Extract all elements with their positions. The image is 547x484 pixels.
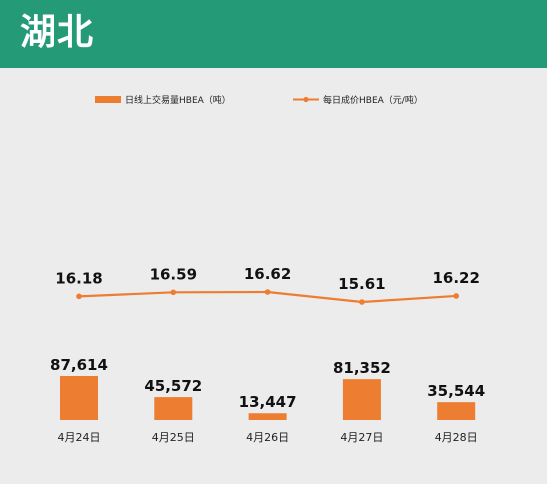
- bar: [60, 376, 98, 420]
- bar: [154, 397, 193, 420]
- bar-data-label: 81,352: [333, 359, 391, 377]
- bar-data-label: 45,572: [144, 377, 202, 395]
- combo-chart: 日线上交易量HBEA（吨） 每日成价HBEA（元/吨） 87,614 45,572…: [50, 94, 485, 444]
- header-bar: 湖北: [0, 0, 547, 68]
- line-point: [264, 289, 271, 295]
- x-tick-label: 4月24日: [58, 431, 101, 444]
- bar-data-label: 87,614: [50, 356, 108, 374]
- legend-swatch-price-marker: [303, 96, 309, 103]
- x-tick-label: 4月26日: [246, 431, 289, 444]
- line-data-label: 16.62: [244, 265, 291, 283]
- bar-data-label: 13,447: [239, 393, 297, 411]
- page-title: 湖北: [20, 12, 95, 53]
- bar: [248, 413, 287, 420]
- bar: [342, 379, 381, 420]
- legend-swatch-volume: [95, 96, 121, 103]
- legend-label-volume: 日线上交易量HBEA（吨）: [125, 94, 231, 106]
- x-tick-label: 4月25日: [152, 431, 195, 444]
- line-data-label: 15.61: [338, 275, 385, 293]
- line-point: [170, 289, 177, 296]
- chart-area: 日线上交易量HBEA（吨） 每日成价HBEA（元/吨） 87,614 45,572…: [0, 68, 547, 484]
- line-point: [76, 293, 82, 300]
- line-data-label: 16.22: [432, 269, 479, 287]
- line-point: [453, 293, 460, 299]
- legend: 日线上交易量HBEA（吨） 每日成价HBEA（元/吨）: [95, 94, 423, 106]
- line-data-label: 16.59: [150, 265, 197, 283]
- bar: [437, 402, 476, 420]
- line-point: [359, 299, 365, 305]
- legend-item-volume: 日线上交易量HBEA（吨）: [95, 94, 231, 106]
- x-tick-label: 4月28日: [435, 431, 478, 444]
- x-axis-tick-labels: 4月24日 4月25日 4月26日 4月27日 4月28日: [58, 431, 478, 444]
- line-series: 16.18 16.59 16.62 15.61 16.22: [55, 265, 480, 305]
- legend-label-price: 每日成价HBEA（元/吨）: [323, 94, 423, 106]
- bar-series: 87,614 45,572 13,447 81,352 35,544: [50, 356, 485, 420]
- legend-item-price: 每日成价HBEA（元/吨）: [293, 94, 423, 106]
- line-data-label: 16.18: [55, 269, 102, 287]
- x-tick-label: 4月27日: [340, 431, 383, 444]
- bar-data-label: 35,544: [427, 382, 485, 400]
